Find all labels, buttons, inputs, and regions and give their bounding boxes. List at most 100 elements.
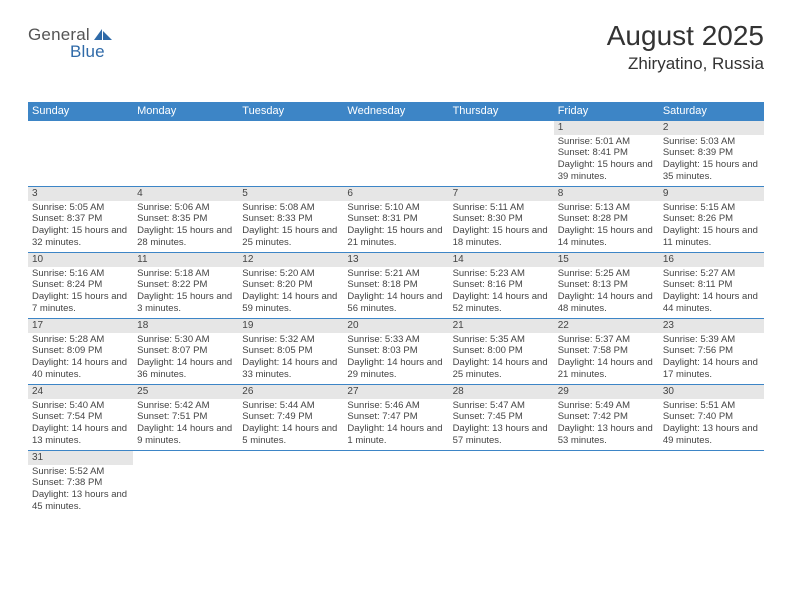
sunset-line: Sunset: 8:09 PM xyxy=(32,345,129,357)
day-cell: Sunrise: 5:18 AMSunset: 8:22 PMDaylight:… xyxy=(133,267,238,319)
day-number xyxy=(554,451,659,465)
sunrise-line: Sunrise: 5:51 AM xyxy=(663,400,760,412)
sunrise-line: Sunrise: 5:49 AM xyxy=(558,400,655,412)
sunrise-line: Sunrise: 5:42 AM xyxy=(137,400,234,412)
daylight-line: Daylight: 14 hours and 9 minutes. xyxy=(137,423,234,447)
daylight-line: Daylight: 14 hours and 52 minutes. xyxy=(453,291,550,315)
sunset-line: Sunset: 7:40 PM xyxy=(663,411,760,423)
day-number: 8 xyxy=(554,187,659,201)
calendar-table: SundayMondayTuesdayWednesdayThursdayFrid… xyxy=(28,102,764,516)
day-content-row: Sunrise: 5:52 AMSunset: 7:38 PMDaylight:… xyxy=(28,465,764,517)
sunrise-line: Sunrise: 5:05 AM xyxy=(32,202,129,214)
sunset-line: Sunset: 8:03 PM xyxy=(347,345,444,357)
day-cell: Sunrise: 5:33 AMSunset: 8:03 PMDaylight:… xyxy=(343,333,448,385)
sunrise-line: Sunrise: 5:44 AM xyxy=(242,400,339,412)
sunrise-line: Sunrise: 5:30 AM xyxy=(137,334,234,346)
sunset-line: Sunset: 8:39 PM xyxy=(663,147,760,159)
daylight-line: Daylight: 14 hours and 40 minutes. xyxy=(32,357,129,381)
daylight-line: Daylight: 15 hours and 35 minutes. xyxy=(663,159,760,183)
sunrise-line: Sunrise: 5:32 AM xyxy=(242,334,339,346)
sunrise-line: Sunrise: 5:25 AM xyxy=(558,268,655,280)
daylight-line: Daylight: 15 hours and 11 minutes. xyxy=(663,225,760,249)
sunrise-line: Sunrise: 5:37 AM xyxy=(558,334,655,346)
daylight-line: Daylight: 13 hours and 45 minutes. xyxy=(32,489,129,513)
sunrise-line: Sunrise: 5:18 AM xyxy=(137,268,234,280)
sunset-line: Sunset: 8:26 PM xyxy=(663,213,760,225)
day-cell: Sunrise: 5:27 AMSunset: 8:11 PMDaylight:… xyxy=(659,267,764,319)
sunset-line: Sunset: 8:00 PM xyxy=(453,345,550,357)
day-cell xyxy=(238,465,343,517)
daylight-line: Daylight: 14 hours and 44 minutes. xyxy=(663,291,760,315)
daylight-line: Daylight: 14 hours and 36 minutes. xyxy=(137,357,234,381)
sunrise-line: Sunrise: 5:33 AM xyxy=(347,334,444,346)
sunrise-line: Sunrise: 5:20 AM xyxy=(242,268,339,280)
sunset-line: Sunset: 8:28 PM xyxy=(558,213,655,225)
day-cell xyxy=(343,465,448,517)
sunrise-line: Sunrise: 5:10 AM xyxy=(347,202,444,214)
sunset-line: Sunset: 7:51 PM xyxy=(137,411,234,423)
day-content-row: Sunrise: 5:40 AMSunset: 7:54 PMDaylight:… xyxy=(28,399,764,451)
day-cell: Sunrise: 5:20 AMSunset: 8:20 PMDaylight:… xyxy=(238,267,343,319)
sunrise-line: Sunrise: 5:11 AM xyxy=(453,202,550,214)
day-number xyxy=(449,451,554,465)
sunset-line: Sunset: 8:22 PM xyxy=(137,279,234,291)
day-number: 2 xyxy=(659,121,764,135)
sunrise-line: Sunrise: 5:39 AM xyxy=(663,334,760,346)
day-number xyxy=(133,451,238,465)
day-number: 9 xyxy=(659,187,764,201)
day-number-row: 17181920212223 xyxy=(28,319,764,333)
day-content-row: Sunrise: 5:16 AMSunset: 8:24 PMDaylight:… xyxy=(28,267,764,319)
daylight-line: Daylight: 14 hours and 21 minutes. xyxy=(558,357,655,381)
day-number: 12 xyxy=(238,253,343,267)
daylight-line: Daylight: 15 hours and 25 minutes. xyxy=(242,225,339,249)
day-cell: Sunrise: 5:03 AMSunset: 8:39 PMDaylight:… xyxy=(659,135,764,187)
sunset-line: Sunset: 8:37 PM xyxy=(32,213,129,225)
sunrise-line: Sunrise: 5:21 AM xyxy=(347,268,444,280)
day-number-row: 31 xyxy=(28,451,764,465)
day-number: 6 xyxy=(343,187,448,201)
day-number: 11 xyxy=(133,253,238,267)
sunset-line: Sunset: 7:58 PM xyxy=(558,345,655,357)
day-cell xyxy=(238,135,343,187)
sunset-line: Sunset: 8:16 PM xyxy=(453,279,550,291)
daylight-line: Daylight: 14 hours and 56 minutes. xyxy=(347,291,444,315)
day-number-row: 10111213141516 xyxy=(28,253,764,267)
day-header: Saturday xyxy=(659,102,764,121)
day-number: 28 xyxy=(449,385,554,399)
day-cell: Sunrise: 5:08 AMSunset: 8:33 PMDaylight:… xyxy=(238,201,343,253)
sunrise-line: Sunrise: 5:15 AM xyxy=(663,202,760,214)
daylight-line: Daylight: 14 hours and 1 minute. xyxy=(347,423,444,447)
day-number: 18 xyxy=(133,319,238,333)
daylight-line: Daylight: 14 hours and 5 minutes. xyxy=(242,423,339,447)
day-number: 1 xyxy=(554,121,659,135)
day-cell: Sunrise: 5:52 AMSunset: 7:38 PMDaylight:… xyxy=(28,465,133,517)
sunset-line: Sunset: 8:07 PM xyxy=(137,345,234,357)
logo-text-blue-wrap: Blue xyxy=(70,42,105,62)
sunset-line: Sunset: 8:18 PM xyxy=(347,279,444,291)
day-cell xyxy=(133,465,238,517)
day-cell: Sunrise: 5:10 AMSunset: 8:31 PMDaylight:… xyxy=(343,201,448,253)
day-cell xyxy=(28,135,133,187)
location: Zhiryatino, Russia xyxy=(607,54,764,74)
day-cell: Sunrise: 5:13 AMSunset: 8:28 PMDaylight:… xyxy=(554,201,659,253)
day-number: 10 xyxy=(28,253,133,267)
day-number: 26 xyxy=(238,385,343,399)
day-cell: Sunrise: 5:42 AMSunset: 7:51 PMDaylight:… xyxy=(133,399,238,451)
day-number: 14 xyxy=(449,253,554,267)
logo-sail-icon xyxy=(92,28,114,42)
day-number: 29 xyxy=(554,385,659,399)
day-cell xyxy=(343,135,448,187)
day-cell: Sunrise: 5:23 AMSunset: 8:16 PMDaylight:… xyxy=(449,267,554,319)
day-number-row: 3456789 xyxy=(28,187,764,201)
sunrise-line: Sunrise: 5:03 AM xyxy=(663,136,760,148)
sunrise-line: Sunrise: 5:06 AM xyxy=(137,202,234,214)
day-cell: Sunrise: 5:11 AMSunset: 8:30 PMDaylight:… xyxy=(449,201,554,253)
day-number: 5 xyxy=(238,187,343,201)
day-cell: Sunrise: 5:06 AMSunset: 8:35 PMDaylight:… xyxy=(133,201,238,253)
day-header: Tuesday xyxy=(238,102,343,121)
day-cell: Sunrise: 5:47 AMSunset: 7:45 PMDaylight:… xyxy=(449,399,554,451)
day-cell: Sunrise: 5:01 AMSunset: 8:41 PMDaylight:… xyxy=(554,135,659,187)
day-number xyxy=(238,121,343,135)
day-number: 22 xyxy=(554,319,659,333)
daylight-line: Daylight: 13 hours and 53 minutes. xyxy=(558,423,655,447)
